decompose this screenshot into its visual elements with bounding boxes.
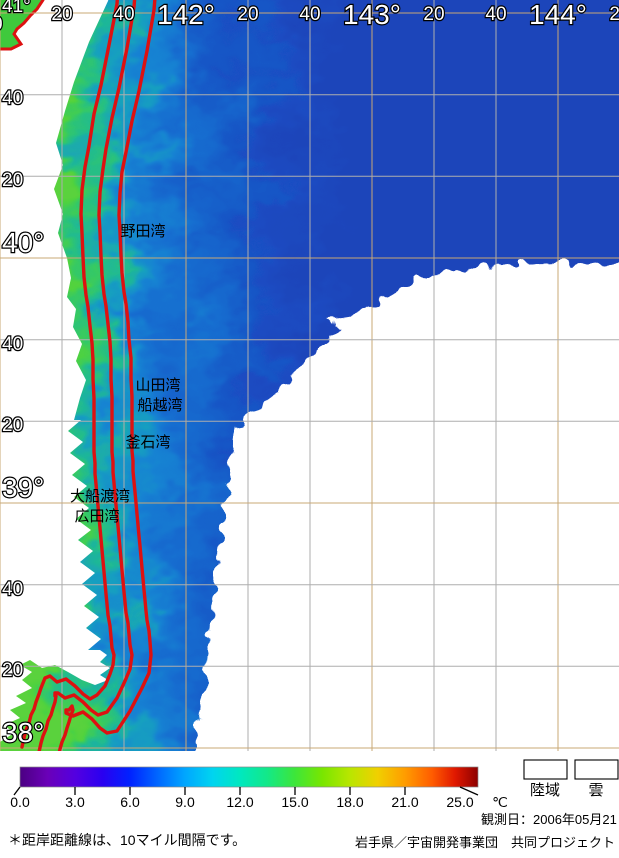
svg-text:40: 40 <box>2 334 23 355</box>
svg-text:20: 20 <box>2 660 23 681</box>
svg-text:40: 40 <box>113 4 134 25</box>
svg-text:山田湾: 山田湾 <box>135 377 180 394</box>
svg-text:41°: 41° <box>2 0 31 17</box>
svg-text:大船渡湾: 大船渡湾 <box>70 488 130 505</box>
svg-text:9.0: 9.0 <box>175 794 195 810</box>
svg-text:40: 40 <box>299 4 320 25</box>
svg-text:18.0: 18.0 <box>336 794 363 810</box>
svg-text:釜石湾: 釜石湾 <box>125 434 170 451</box>
svg-text:3.0: 3.0 <box>65 794 85 810</box>
svg-text:20: 20 <box>2 170 23 191</box>
svg-text:25.0: 25.0 <box>446 794 473 810</box>
svg-text:39°: 39° <box>2 472 44 503</box>
svg-text:40: 40 <box>2 579 23 600</box>
svg-text:20: 20 <box>237 4 258 25</box>
svg-text:船越湾: 船越湾 <box>137 397 182 414</box>
svg-text:野田湾: 野田湾 <box>120 223 165 240</box>
svg-text:℃: ℃ <box>492 794 508 810</box>
svg-text:21.0: 21.0 <box>391 794 418 810</box>
svg-text:142°: 142° <box>157 0 215 30</box>
svg-text:雲: 雲 <box>588 782 603 799</box>
svg-text:観測日：2006年05月21日: 観測日：2006年05月21日 <box>481 812 619 827</box>
svg-text:＊距岸距離線は、10マイル間隔です。: ＊距岸距離線は、10マイル間隔です。 <box>8 832 246 848</box>
svg-text:広田湾: 広田湾 <box>74 508 119 525</box>
svg-text:144°: 144° <box>529 0 587 30</box>
svg-text:40: 40 <box>485 4 506 25</box>
svg-text:12.0: 12.0 <box>226 794 253 810</box>
svg-text:20: 20 <box>609 4 619 25</box>
svg-text:0: 0 <box>0 14 3 35</box>
svg-text:38°: 38° <box>2 717 44 748</box>
svg-text:0.0: 0.0 <box>10 794 30 810</box>
svg-text:40°: 40° <box>2 227 44 258</box>
svg-text:岩手県／宇宙開発事業団 共同プロジェクト: 岩手県／宇宙開発事業団 共同プロジェクト <box>355 835 615 850</box>
svg-text:40: 40 <box>2 88 23 109</box>
svg-text:6.0: 6.0 <box>120 794 140 810</box>
svg-text:陸域: 陸域 <box>530 782 560 799</box>
svg-text:20: 20 <box>2 415 23 436</box>
svg-text:20: 20 <box>423 4 444 25</box>
svg-text:143°: 143° <box>343 0 401 30</box>
svg-text:15.0: 15.0 <box>281 794 308 810</box>
svg-text:20: 20 <box>51 4 72 25</box>
